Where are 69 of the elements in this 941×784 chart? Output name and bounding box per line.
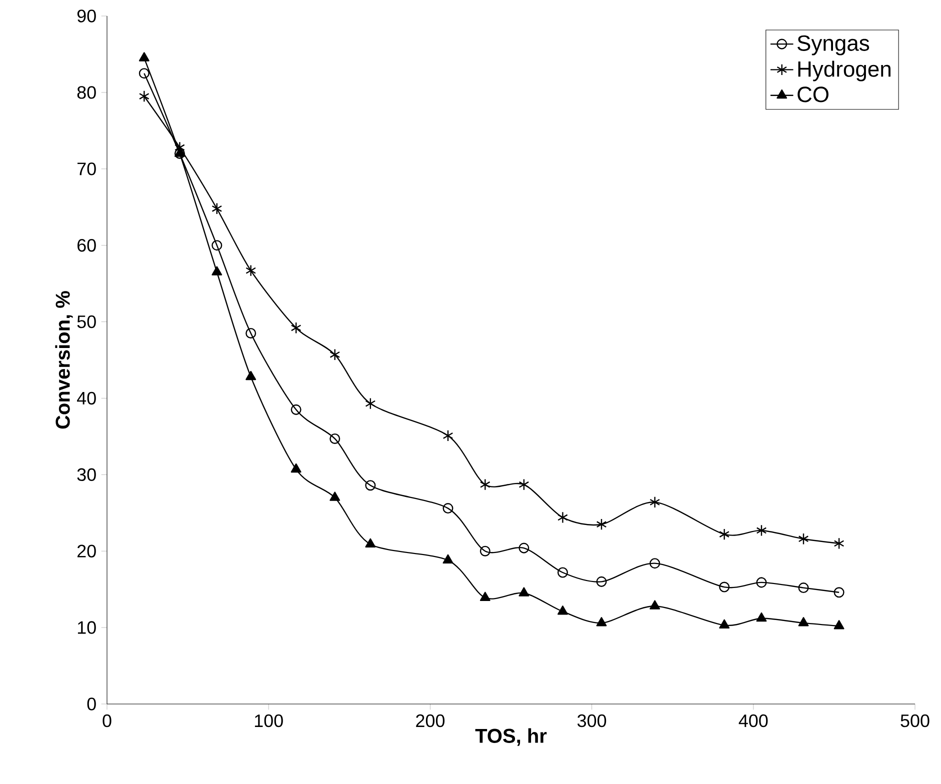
x-tick-label: 100: [254, 714, 283, 728]
point: [442, 430, 454, 442]
y-axis-title: Conversion, %: [55, 291, 73, 429]
point: [246, 328, 256, 339]
point: [212, 266, 222, 276]
point: [557, 606, 568, 615]
point: [756, 577, 767, 588]
point: [756, 612, 767, 622]
point: [138, 52, 150, 62]
y-tick-label: 40: [77, 392, 96, 405]
point: [290, 463, 302, 473]
point: [798, 582, 809, 594]
y-tick-label: 80: [77, 86, 96, 99]
point: [480, 546, 490, 556]
x-tick-label: 300: [577, 714, 606, 728]
point: [138, 90, 150, 102]
legend-label: Syngas: [798, 35, 870, 56]
point: [290, 404, 302, 415]
point: [330, 348, 340, 361]
y-tick-label: 20: [77, 544, 96, 558]
point: [442, 554, 454, 564]
point: [557, 512, 568, 524]
point: [596, 576, 607, 587]
y-tick-label: 90: [77, 10, 96, 22]
point: [756, 524, 767, 536]
point: [442, 503, 454, 514]
x-axis-title: TOS, hr: [475, 728, 547, 746]
y-tick-label: 60: [78, 238, 96, 252]
y-tick-label: 0: [87, 698, 96, 710]
point: [290, 322, 302, 334]
point: [650, 600, 660, 610]
point: [719, 582, 730, 592]
point: [798, 617, 809, 626]
x-tick-label: 500: [900, 714, 930, 728]
x-tick-label: 400: [738, 714, 768, 728]
point: [365, 480, 376, 491]
point: [834, 587, 844, 598]
legend-label: Hydrogen: [798, 60, 890, 82]
point: [246, 370, 256, 380]
point: [834, 538, 844, 550]
point: [650, 496, 660, 508]
y-tick-label: 30: [77, 468, 96, 482]
y-tick-label: 50: [77, 315, 96, 328]
point: [798, 532, 809, 545]
point: [365, 398, 376, 410]
point: [518, 587, 530, 596]
point: [246, 264, 256, 276]
point: [330, 492, 340, 501]
point: [212, 202, 222, 215]
point: [834, 620, 844, 630]
x-tick-label: 0: [102, 714, 112, 728]
point: [330, 433, 340, 444]
point: [480, 478, 490, 491]
point: [212, 240, 222, 251]
point: [480, 592, 490, 601]
point: [518, 478, 530, 491]
point: [650, 558, 660, 569]
y-tick-label: 70: [78, 162, 96, 176]
point: [596, 617, 607, 626]
point: [518, 542, 530, 554]
legend-label: CO: [798, 86, 828, 102]
x-tick-label: 200: [416, 714, 445, 728]
point: [719, 619, 730, 629]
point: [719, 528, 730, 540]
point: [557, 567, 568, 578]
point: [365, 538, 376, 548]
y-tick-label: 10: [78, 621, 96, 634]
point: [138, 68, 150, 79]
point: [596, 518, 607, 530]
